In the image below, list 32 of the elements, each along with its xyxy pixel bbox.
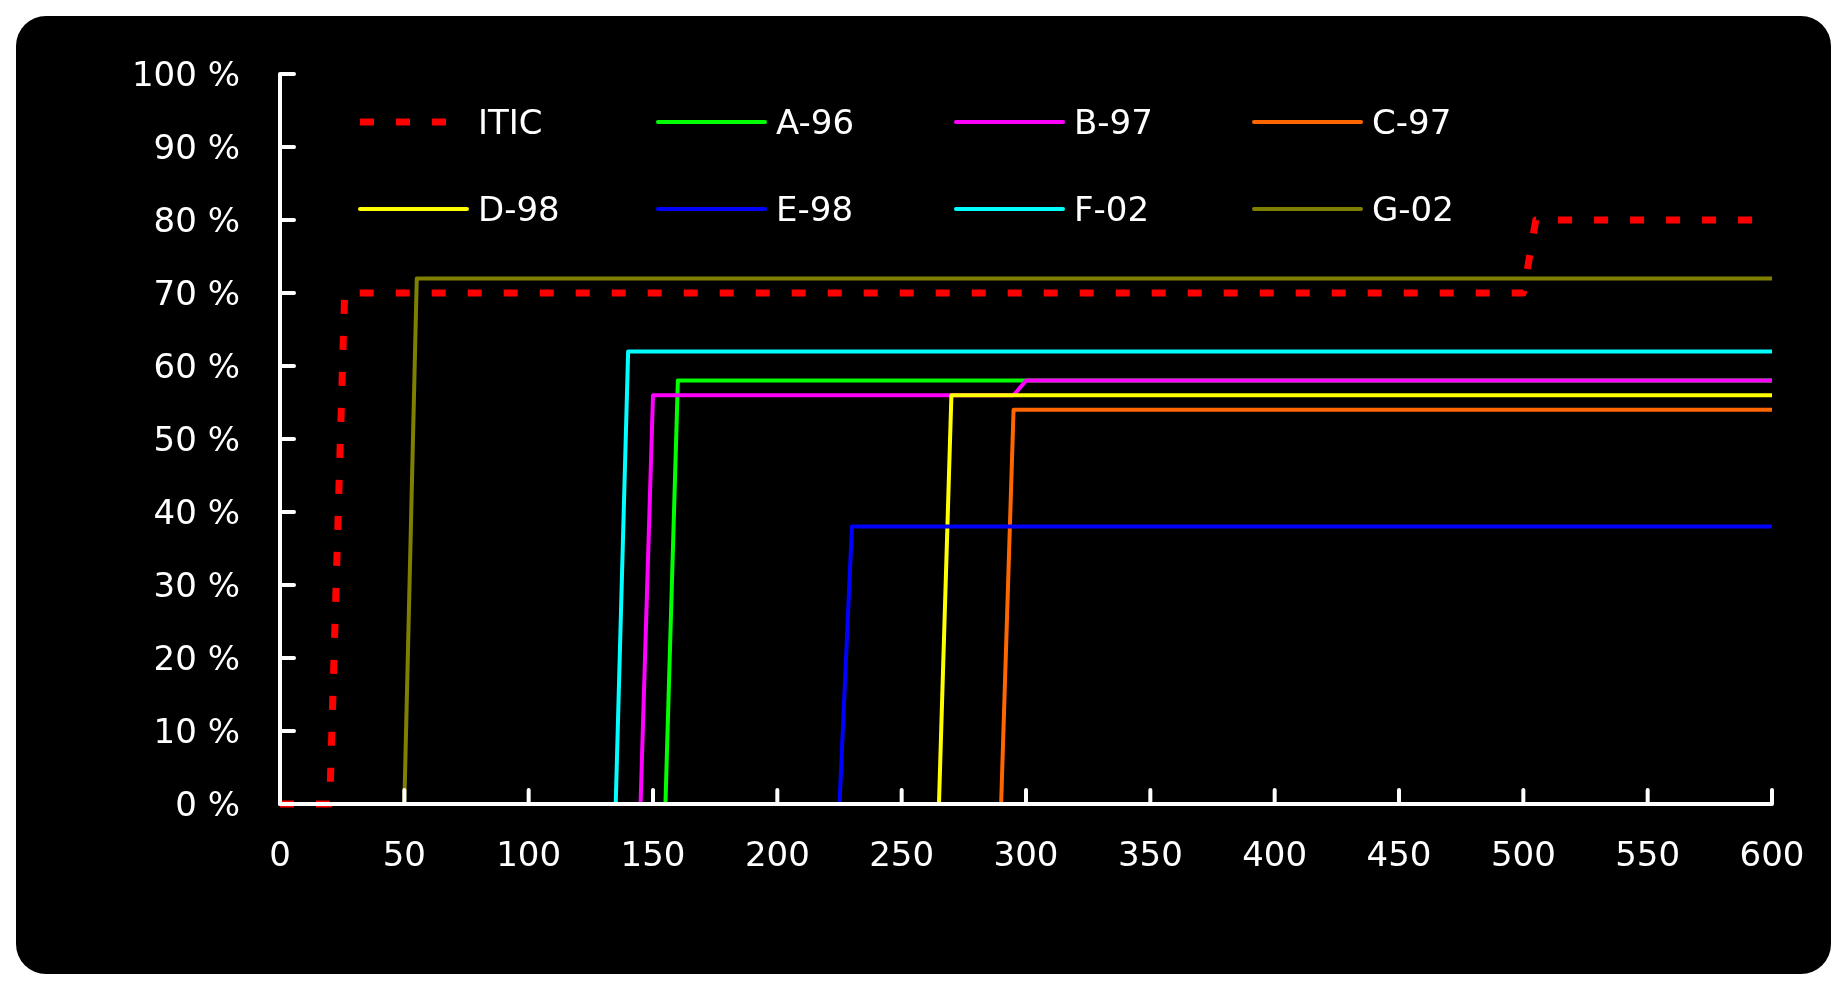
y-tick-label: 0 %	[175, 783, 240, 824]
legend-label: F-02	[1074, 188, 1150, 229]
legend-label: B-97	[1074, 101, 1153, 142]
x-tick-label: 200	[744, 834, 810, 874]
x-tick-label: 550	[1615, 834, 1681, 874]
y-tick-label: 30 %	[153, 564, 240, 605]
y-tick-label: 60 %	[153, 345, 240, 386]
y-tick-label: 50 %	[153, 418, 240, 459]
x-tick-label: 0	[269, 834, 291, 874]
x-tick-label: 100	[496, 834, 562, 874]
x-tick-label: 350	[1117, 834, 1183, 874]
y-tick-label: 40 %	[153, 491, 240, 532]
legend-label: D-98	[478, 188, 560, 229]
legend-label: ITIC	[478, 101, 543, 142]
y-tick-label: 90 %	[153, 126, 240, 167]
y-tick-label: 100 %	[131, 53, 240, 94]
x-tick-label: 250	[869, 834, 935, 874]
y-tick-label: 20 %	[153, 637, 240, 678]
legend-label: A-96	[776, 101, 855, 142]
y-tick-label: 70 %	[153, 272, 240, 313]
y-tick-label: 80 %	[153, 199, 240, 240]
legend-label: G-02	[1372, 188, 1454, 229]
legend-label: C-97	[1372, 101, 1452, 142]
x-tick-label: 50	[382, 834, 426, 874]
legend-label: E-98	[776, 188, 854, 229]
x-tick-label: 150	[620, 834, 686, 874]
y-tick-label: 10 %	[153, 710, 240, 751]
x-tick-label: 450	[1366, 834, 1432, 874]
x-tick-label: 400	[1242, 834, 1308, 874]
x-tick-label: 300	[993, 834, 1059, 874]
x-tick-label: 600	[1739, 834, 1805, 874]
x-tick-label: 500	[1490, 834, 1556, 874]
